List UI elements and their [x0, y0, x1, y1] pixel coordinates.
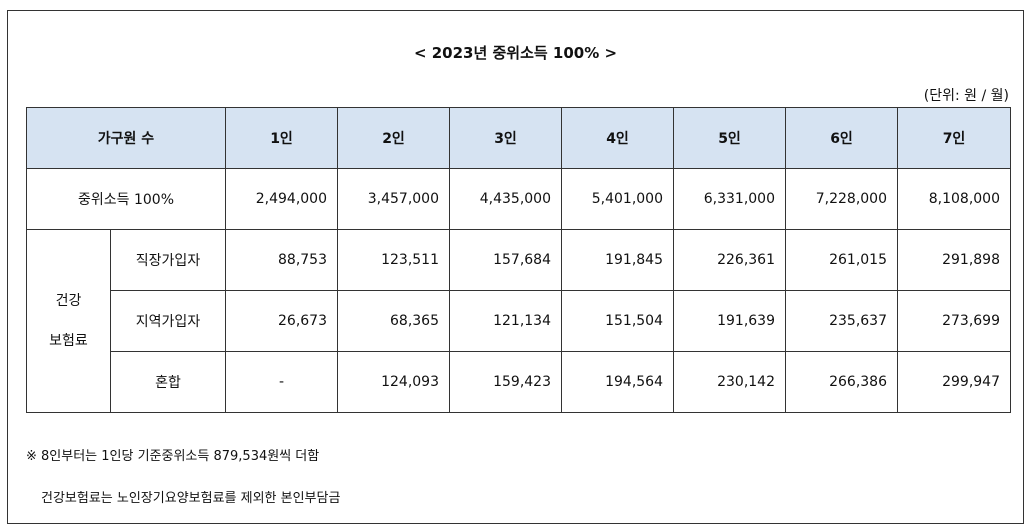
- column-header: 3인: [449, 107, 562, 169]
- column-header: 4인: [561, 107, 674, 169]
- table-cell: 159,423: [449, 351, 562, 413]
- column-header: 1인: [225, 107, 338, 169]
- table-cell: 124,093: [337, 351, 450, 413]
- footnote-insurance: 건강보험료는 노인장기요양보험료를 제외한 본인부담금: [41, 491, 341, 506]
- table-cell: 7,228,000: [785, 168, 898, 230]
- table-cell: 8,108,000: [897, 168, 1011, 230]
- table-cell: 26,673: [225, 290, 338, 352]
- table-cell: 261,015: [785, 229, 898, 291]
- row-label: 혼합: [110, 351, 226, 413]
- table-cell: 273,699: [897, 290, 1011, 352]
- document-frame: < 2023년 중위소득 100% > (단위: 원 / 월) 가구원 수 1인…: [7, 10, 1024, 524]
- table-cell: 191,639: [673, 290, 786, 352]
- mixed-insurance-row: 혼합 - 124,093 159,423 194,564 230,142 266…: [27, 351, 1011, 413]
- table-cell: 3,457,000: [337, 168, 450, 230]
- table-cell: 230,142: [673, 351, 786, 413]
- table-cell: 266,386: [785, 351, 898, 413]
- table-cell: 299,947: [897, 351, 1011, 413]
- median-income-row: 중위소득 100% 2,494,000 3,457,000 4,435,000 …: [26, 168, 1011, 230]
- table-cell: 123,511: [337, 229, 450, 291]
- table-cell: 191,845: [561, 229, 674, 291]
- column-header: 5인: [673, 107, 786, 169]
- footnote-additional-person: ※ 8인부터는 1인당 기준중위소득 879,534원씩 더함: [26, 449, 320, 464]
- group-label-line: 보험료: [49, 333, 88, 349]
- median-income-table: 가구원 수 1인 2인 3인 4인 5인 6인 7인 중위소득 100% 2,4…: [26, 107, 1011, 413]
- table-cell: 235,637: [785, 290, 898, 352]
- regional-insurance-row: 지역가입자 26,673 68,365 121,134 151,504 191,…: [27, 290, 1011, 352]
- table-cell: 121,134: [449, 290, 562, 352]
- table-cell: 4,435,000: [449, 168, 562, 230]
- document-title: < 2023년 중위소득 100% >: [413, 44, 618, 62]
- column-header: 6인: [785, 107, 898, 169]
- table-cell: 291,898: [897, 229, 1011, 291]
- table-cell: 226,361: [673, 229, 786, 291]
- table-cell: 2,494,000: [225, 168, 338, 230]
- row-label: 중위소득 100%: [26, 168, 226, 230]
- table-cell: 88,753: [225, 229, 338, 291]
- table-cell: 6,331,000: [673, 168, 786, 230]
- table-cell: 157,684: [449, 229, 562, 291]
- group-label-line: 건강: [55, 293, 82, 309]
- row-label: 직장가입자: [110, 229, 226, 291]
- unit-label: (단위: 원 / 월): [923, 88, 1009, 104]
- table-header-row: 가구원 수 1인 2인 3인 4인 5인 6인 7인: [26, 107, 1011, 169]
- table-cell: 151,504: [561, 290, 674, 352]
- column-header: 2인: [337, 107, 450, 169]
- row-label: 지역가입자: [110, 290, 226, 352]
- column-header: 7인: [897, 107, 1011, 169]
- household-size-header: 가구원 수: [26, 107, 226, 169]
- table-cell: 5,401,000: [561, 168, 674, 230]
- table-cell: 68,365: [337, 290, 450, 352]
- employee-insurance-row: 건강 보험료 직장가입자 88,753 123,511 157,684 191,…: [26, 229, 1011, 413]
- table-cell: -: [225, 351, 338, 413]
- table-cell: 194,564: [561, 351, 674, 413]
- health-insurance-group-label: 건강 보험료: [26, 229, 111, 413]
